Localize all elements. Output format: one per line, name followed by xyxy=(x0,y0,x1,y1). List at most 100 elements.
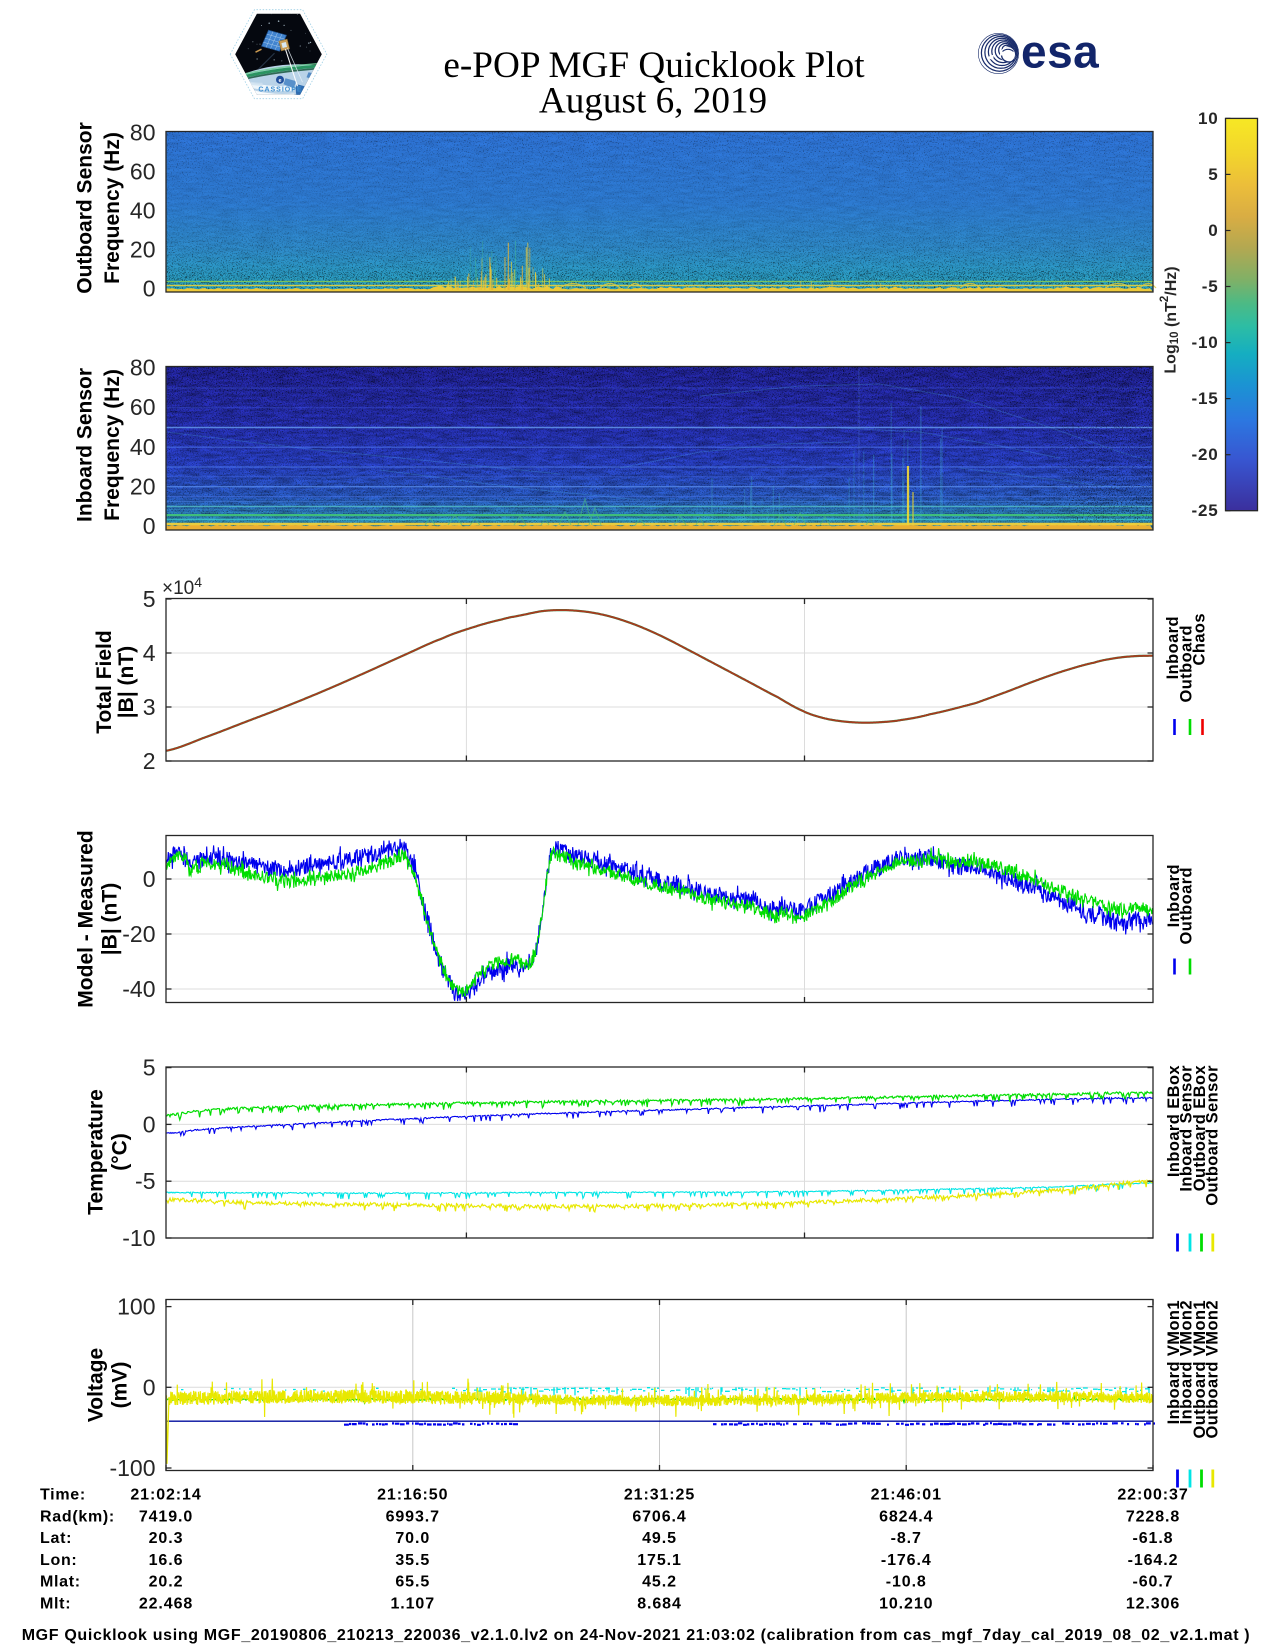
svg-text:-164.2: -164.2 xyxy=(1128,1552,1179,1569)
svg-text:70.0: 70.0 xyxy=(395,1530,430,1547)
svg-text:-8.7: -8.7 xyxy=(891,1530,922,1547)
svg-text:49.5: 49.5 xyxy=(642,1530,677,1547)
svg-text:-100: -100 xyxy=(109,1455,155,1481)
svg-text:1.107: 1.107 xyxy=(390,1596,435,1613)
svg-text:-176.4: -176.4 xyxy=(881,1552,932,1569)
svg-text:Inboard VMon1: Inboard VMon1 xyxy=(1165,1300,1183,1424)
svg-text:8.684: 8.684 xyxy=(637,1596,682,1613)
svg-text:60: 60 xyxy=(130,159,156,185)
svg-text:Outboard: Outboard xyxy=(1178,867,1196,944)
svg-text:Inboard EBox: Inboard EBox xyxy=(1165,1065,1183,1177)
svg-text:-5: -5 xyxy=(135,1168,155,1194)
svg-text:Outboard: Outboard xyxy=(1178,625,1196,702)
svg-text:Outboard VMon2: Outboard VMon2 xyxy=(1204,1300,1222,1439)
svg-text:Outboard Sensor: Outboard Sensor xyxy=(74,122,97,294)
svg-text:Outboard Sensor: Outboard Sensor xyxy=(1204,1065,1222,1206)
svg-text:Model - Measured: Model - Measured xyxy=(75,830,98,1007)
svg-text:|B| (nT): |B| (nT) xyxy=(115,646,138,718)
svg-text:65.5: 65.5 xyxy=(395,1574,430,1591)
svg-text:3: 3 xyxy=(143,694,156,720)
svg-text:-20: -20 xyxy=(1192,445,1219,464)
svg-text:0: 0 xyxy=(143,513,156,539)
svg-text:80: 80 xyxy=(130,120,156,146)
svg-text:Inboard Sensor: Inboard Sensor xyxy=(74,368,97,522)
svg-text:20.3: 20.3 xyxy=(149,1530,184,1547)
svg-text:6824.4: 6824.4 xyxy=(879,1508,933,1525)
svg-text:Rad(km):: Rad(km): xyxy=(40,1508,115,1525)
svg-text:Outboard VMon1: Outboard VMon1 xyxy=(1191,1300,1209,1439)
svg-text:Voltage: Voltage xyxy=(85,1348,108,1422)
svg-text:Total Field: Total Field xyxy=(93,630,116,733)
svg-text:21:46:01: 21:46:01 xyxy=(871,1487,942,1504)
svg-text:175.1: 175.1 xyxy=(637,1552,682,1569)
svg-text:6993.7: 6993.7 xyxy=(386,1508,440,1525)
svg-text:-40: -40 xyxy=(122,976,155,1002)
svg-text:CASSIOPE: CASSIOPE xyxy=(258,87,302,94)
svg-text:45.2: 45.2 xyxy=(642,1574,677,1591)
svg-text:August 6, 2019: August 6, 2019 xyxy=(539,81,767,122)
svg-text:e: e xyxy=(278,78,281,84)
svg-text:Outboard EBox: Outboard EBox xyxy=(1191,1065,1209,1192)
svg-text:6706.4: 6706.4 xyxy=(632,1508,686,1525)
svg-text:MGF Quicklook using MGF_201908: MGF Quicklook using MGF_20190806_210213_… xyxy=(22,1627,1251,1644)
svg-text:35.5: 35.5 xyxy=(395,1552,430,1569)
svg-text:Mlat:: Mlat: xyxy=(40,1574,81,1591)
svg-text:16.6: 16.6 xyxy=(149,1552,184,1569)
svg-text:Lon:: Lon: xyxy=(40,1552,77,1569)
svg-text:40: 40 xyxy=(130,434,156,460)
svg-text:20: 20 xyxy=(130,237,156,263)
svg-text:0: 0 xyxy=(143,276,156,302)
svg-text:Log10 (nT2/Hz): Log10 (nT2/Hz) xyxy=(1159,266,1181,373)
svg-text:5: 5 xyxy=(143,1055,156,1081)
svg-text:5: 5 xyxy=(1208,165,1218,184)
svg-text:-10.8: -10.8 xyxy=(886,1574,927,1591)
svg-text:10: 10 xyxy=(1198,109,1219,128)
svg-text:40: 40 xyxy=(130,198,156,224)
svg-text:Temperature: Temperature xyxy=(85,1089,108,1215)
svg-text:21:31:25: 21:31:25 xyxy=(624,1487,695,1504)
svg-text:-20: -20 xyxy=(122,921,155,947)
svg-text:7228.8: 7228.8 xyxy=(1126,1508,1180,1525)
svg-text:Inboard Sensor: Inboard Sensor xyxy=(1178,1065,1196,1192)
svg-text:|B| (nT): |B| (nT) xyxy=(99,883,122,955)
svg-text:(°C): (°C) xyxy=(109,1133,132,1171)
svg-text:-25: -25 xyxy=(1192,501,1219,520)
svg-text:7419.0: 7419.0 xyxy=(139,1508,193,1525)
svg-text:22:00:37: 22:00:37 xyxy=(1117,1487,1188,1504)
svg-text:e-POP MGF Quicklook Plot: e-POP MGF Quicklook Plot xyxy=(443,45,865,86)
svg-text:2: 2 xyxy=(143,748,156,774)
svg-text:21:16:50: 21:16:50 xyxy=(377,1487,448,1504)
svg-text:5: 5 xyxy=(143,586,156,612)
svg-text:4: 4 xyxy=(143,640,156,666)
svg-text:Lat:: Lat: xyxy=(40,1530,72,1547)
svg-text:80: 80 xyxy=(130,355,156,381)
svg-text:Frequency (Hz): Frequency (Hz) xyxy=(101,132,124,284)
svg-text:20.2: 20.2 xyxy=(149,1574,184,1591)
svg-text:-5: -5 xyxy=(1202,277,1219,296)
svg-text:0: 0 xyxy=(1208,221,1218,240)
svg-text:60: 60 xyxy=(130,394,156,420)
svg-text:Mlt:: Mlt: xyxy=(40,1596,71,1613)
svg-text:0: 0 xyxy=(143,866,156,892)
svg-text:esa: esa xyxy=(1021,26,1099,78)
svg-text:-10: -10 xyxy=(122,1225,155,1251)
svg-text:Time:: Time: xyxy=(40,1487,86,1504)
svg-text:0: 0 xyxy=(143,1111,156,1137)
svg-text:(mV): (mV) xyxy=(109,1362,132,1409)
svg-text:-61.8: -61.8 xyxy=(1133,1530,1174,1547)
svg-text:-60.7: -60.7 xyxy=(1133,1574,1174,1591)
svg-text:22.468: 22.468 xyxy=(139,1596,193,1613)
svg-text:Frequency (Hz): Frequency (Hz) xyxy=(101,369,124,521)
svg-text:Chaos: Chaos xyxy=(1191,613,1209,665)
svg-text:Inboard: Inboard xyxy=(1164,616,1182,679)
svg-text:21:02:14: 21:02:14 xyxy=(130,1487,201,1504)
svg-text:Inboard: Inboard xyxy=(1165,864,1183,927)
svg-text:12.306: 12.306 xyxy=(1126,1596,1180,1613)
svg-text:-15: -15 xyxy=(1192,389,1219,408)
svg-text:-10: -10 xyxy=(1192,333,1219,352)
svg-text:Inboard VMon2: Inboard VMon2 xyxy=(1178,1300,1196,1424)
svg-text:0: 0 xyxy=(143,1374,156,1400)
svg-text:100: 100 xyxy=(117,1294,155,1320)
svg-text:10.210: 10.210 xyxy=(879,1596,933,1613)
svg-text:20: 20 xyxy=(130,473,156,499)
